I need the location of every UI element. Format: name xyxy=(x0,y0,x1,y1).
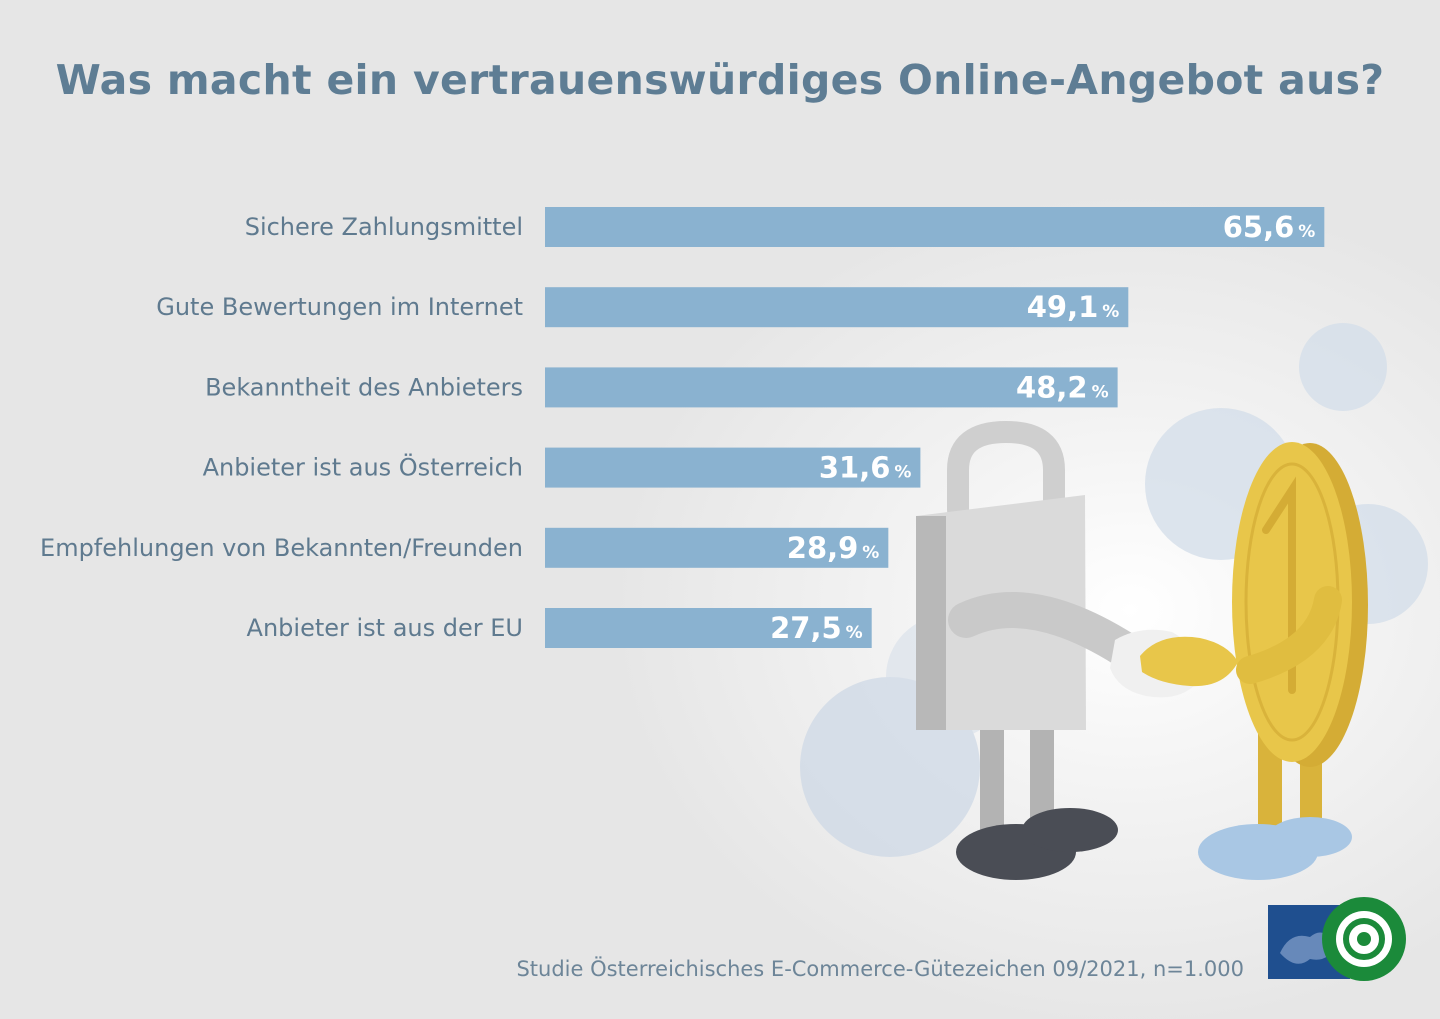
bar-chart: Sichere Zahlungsmittel 65,6 % Gute Bewertun… xyxy=(40,207,1325,648)
category-label: Sichere Zahlungsmittel xyxy=(245,213,523,241)
bar xyxy=(545,287,1129,328)
value-unit: % xyxy=(1092,382,1109,402)
handshake-illustration xyxy=(800,323,1428,880)
bar xyxy=(545,207,1325,247)
trustmark-logo xyxy=(1268,897,1406,981)
hand-icon xyxy=(1140,636,1238,687)
category-label: Anbieter ist aus der EU xyxy=(247,614,523,642)
source-note: Studie Österreichisches E-Commerce-Gütez… xyxy=(516,957,1244,981)
value-unit: % xyxy=(862,543,879,563)
category-label: Empfehlungen von Bekannten/Freunden xyxy=(40,534,523,562)
value-label: 65,6 xyxy=(1223,210,1295,244)
value-label: 49,1 xyxy=(1027,290,1099,324)
value-label: 48,2 xyxy=(1016,370,1088,404)
bar xyxy=(545,447,921,488)
shoe-icon xyxy=(1268,817,1352,857)
category-label: Anbieter ist aus Österreich xyxy=(203,453,523,482)
value-unit: % xyxy=(846,623,863,643)
category-label: Bekanntheit des Anbieters xyxy=(205,373,523,401)
category-label: Gute Bewertungen im Internet xyxy=(156,293,523,321)
shoe-icon xyxy=(1022,808,1118,852)
value-unit: % xyxy=(1102,302,1119,322)
bar xyxy=(545,367,1118,408)
value-unit: % xyxy=(1298,222,1315,242)
value-unit: % xyxy=(894,463,911,483)
bar xyxy=(545,608,872,648)
value-label: 28,9 xyxy=(787,531,859,565)
chart-title: Was macht ein vertrauenswürdiges Online-… xyxy=(55,56,1385,104)
bar xyxy=(545,527,889,568)
value-label: 31,6 xyxy=(819,451,891,485)
value-label: 27,5 xyxy=(770,611,842,645)
bubble-decoration xyxy=(1299,323,1387,411)
